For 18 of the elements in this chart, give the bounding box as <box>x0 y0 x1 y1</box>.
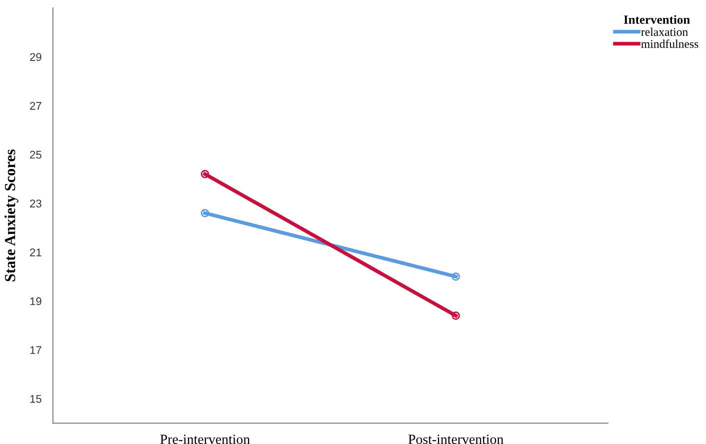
point <box>452 312 460 320</box>
legend-label: relaxation <box>641 28 688 36</box>
y-tick-label: 23 <box>30 200 42 208</box>
x-tick-label: Post-intervention <box>408 434 504 444</box>
point <box>200 170 210 178</box>
point <box>200 208 210 218</box>
y-tick-label: 25 <box>30 150 42 159</box>
y-axis-title: State Anxiety Scores <box>4 149 18 282</box>
y-tick-label: 29 <box>30 53 42 61</box>
y-tick-label: 17 <box>30 346 42 354</box>
y-tick-label: 15 <box>30 395 42 403</box>
point <box>452 272 460 281</box>
y-tick-label: 21 <box>30 248 42 256</box>
x-tick-label: Pre-intervention <box>160 434 250 444</box>
legend-title: Intervention <box>624 15 690 24</box>
y-tick-label: 27 <box>30 102 42 110</box>
y-tick-label: 19 <box>30 297 42 306</box>
legend-label: mindfulness <box>641 40 698 48</box>
